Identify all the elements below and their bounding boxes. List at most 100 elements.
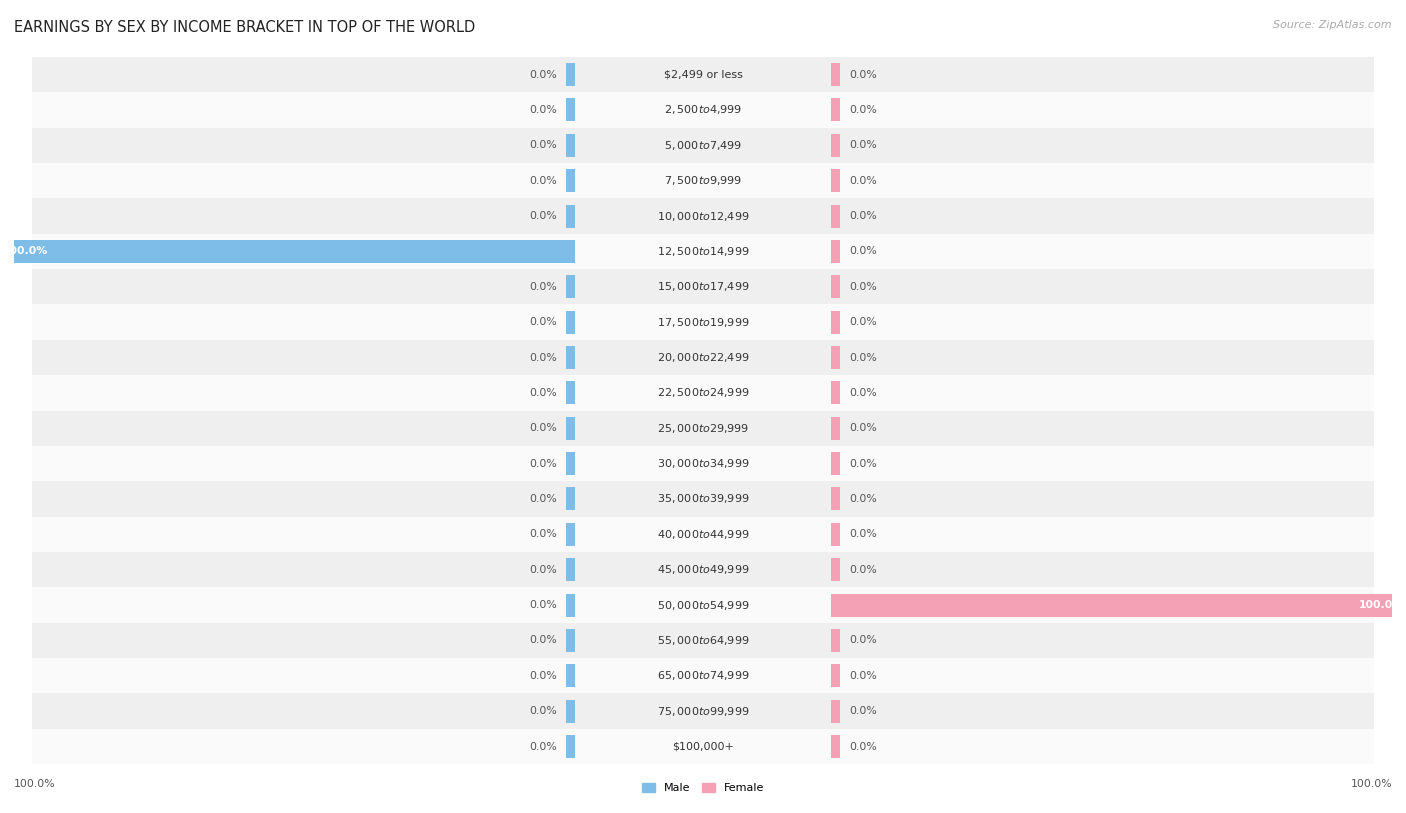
Text: 0.0%: 0.0%	[529, 105, 557, 115]
Bar	[31, 587, 1375, 623]
Bar	[565, 664, 575, 687]
Bar	[31, 92, 1375, 128]
Bar	[831, 134, 841, 157]
Bar	[831, 523, 841, 546]
Text: $10,000 to $12,499: $10,000 to $12,499	[657, 210, 749, 223]
Bar	[0, 240, 575, 263]
Text: 0.0%: 0.0%	[529, 494, 557, 504]
Text: 0.0%: 0.0%	[849, 211, 877, 221]
Bar	[31, 481, 1375, 517]
Bar	[31, 446, 1375, 481]
Bar	[831, 629, 841, 652]
Text: 0.0%: 0.0%	[529, 565, 557, 575]
Bar	[31, 623, 1375, 659]
Bar	[565, 593, 575, 616]
Text: $20,000 to $22,499: $20,000 to $22,499	[657, 351, 749, 364]
Text: $7,500 to $9,999: $7,500 to $9,999	[664, 174, 742, 187]
Text: $50,000 to $54,999: $50,000 to $54,999	[657, 598, 749, 611]
Text: 0.0%: 0.0%	[529, 353, 557, 363]
Bar	[31, 411, 1375, 446]
Text: 0.0%: 0.0%	[849, 424, 877, 433]
Text: 0.0%: 0.0%	[529, 459, 557, 468]
Text: 0.0%: 0.0%	[849, 494, 877, 504]
Text: 0.0%: 0.0%	[849, 706, 877, 716]
Text: $17,500 to $19,999: $17,500 to $19,999	[657, 315, 749, 328]
Bar	[565, 452, 575, 475]
Text: 0.0%: 0.0%	[849, 105, 877, 115]
Text: $15,000 to $17,499: $15,000 to $17,499	[657, 280, 749, 293]
Bar	[565, 311, 575, 333]
Bar	[31, 233, 1375, 269]
Text: Source: ZipAtlas.com: Source: ZipAtlas.com	[1274, 20, 1392, 30]
Text: $65,000 to $74,999: $65,000 to $74,999	[657, 669, 749, 682]
Bar	[831, 276, 841, 298]
Bar	[31, 57, 1375, 92]
Text: 0.0%: 0.0%	[529, 282, 557, 292]
Bar	[565, 169, 575, 192]
Bar	[831, 700, 841, 723]
Text: 0.0%: 0.0%	[529, 176, 557, 185]
Text: 0.0%: 0.0%	[529, 211, 557, 221]
Bar	[31, 304, 1375, 340]
Text: 0.0%: 0.0%	[529, 70, 557, 80]
Bar	[565, 629, 575, 652]
Bar	[831, 381, 841, 404]
Bar	[831, 63, 841, 86]
Text: EARNINGS BY SEX BY INCOME BRACKET IN TOP OF THE WORLD: EARNINGS BY SEX BY INCOME BRACKET IN TOP…	[14, 20, 475, 35]
Text: 0.0%: 0.0%	[849, 246, 877, 256]
Bar	[565, 559, 575, 581]
Text: 0.0%: 0.0%	[849, 141, 877, 150]
Bar	[565, 134, 575, 157]
Legend: Male, Female: Male, Female	[637, 778, 769, 798]
Text: 100.0%: 100.0%	[3, 246, 48, 256]
Text: $35,000 to $39,999: $35,000 to $39,999	[657, 493, 749, 506]
Bar	[565, 735, 575, 758]
Bar	[831, 205, 841, 228]
Bar	[31, 340, 1375, 375]
Text: 100.0%: 100.0%	[1358, 600, 1403, 610]
Bar	[565, 63, 575, 86]
Bar	[565, 346, 575, 369]
Text: 0.0%: 0.0%	[529, 529, 557, 539]
Text: $40,000 to $44,999: $40,000 to $44,999	[657, 528, 749, 541]
Text: 0.0%: 0.0%	[849, 565, 877, 575]
Bar	[831, 452, 841, 475]
Text: $30,000 to $34,999: $30,000 to $34,999	[657, 457, 749, 470]
Bar	[831, 593, 1406, 616]
Bar	[831, 169, 841, 192]
Text: 100.0%: 100.0%	[1350, 779, 1392, 789]
Text: 0.0%: 0.0%	[529, 317, 557, 327]
Text: $2,499 or less: $2,499 or less	[664, 70, 742, 80]
Bar	[565, 381, 575, 404]
Bar	[831, 98, 841, 121]
Text: 0.0%: 0.0%	[849, 317, 877, 327]
Text: 0.0%: 0.0%	[849, 459, 877, 468]
Text: 0.0%: 0.0%	[529, 636, 557, 646]
Text: $22,500 to $24,999: $22,500 to $24,999	[657, 386, 749, 399]
Bar	[565, 700, 575, 723]
Text: $100,000+: $100,000+	[672, 741, 734, 751]
Text: 0.0%: 0.0%	[849, 529, 877, 539]
Text: 0.0%: 0.0%	[529, 388, 557, 398]
Bar	[831, 346, 841, 369]
Bar	[31, 659, 1375, 693]
Text: 0.0%: 0.0%	[529, 424, 557, 433]
Text: 0.0%: 0.0%	[849, 388, 877, 398]
Bar	[831, 417, 841, 440]
Text: $25,000 to $29,999: $25,000 to $29,999	[657, 422, 749, 435]
Bar	[831, 559, 841, 581]
Bar	[565, 98, 575, 121]
Text: $5,000 to $7,499: $5,000 to $7,499	[664, 139, 742, 152]
Bar	[831, 488, 841, 511]
Text: 0.0%: 0.0%	[849, 671, 877, 680]
Bar	[31, 729, 1375, 764]
Text: 0.0%: 0.0%	[849, 70, 877, 80]
Text: $75,000 to $99,999: $75,000 to $99,999	[657, 705, 749, 718]
Bar	[31, 163, 1375, 198]
Bar	[31, 693, 1375, 729]
Text: 100.0%: 100.0%	[14, 779, 56, 789]
Bar	[831, 240, 841, 263]
Bar	[565, 205, 575, 228]
Bar	[831, 311, 841, 333]
Bar	[831, 735, 841, 758]
